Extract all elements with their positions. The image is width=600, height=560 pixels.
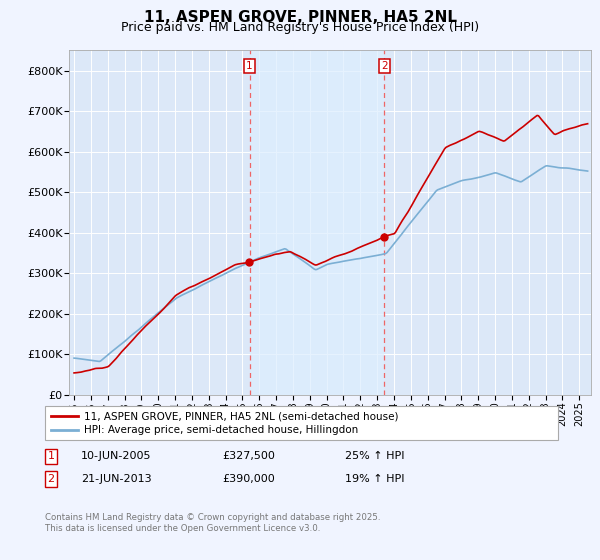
Text: 2: 2 [47, 474, 55, 484]
Text: 11, ASPEN GROVE, PINNER, HA5 2NL (semi-detached house): 11, ASPEN GROVE, PINNER, HA5 2NL (semi-d… [84, 411, 398, 421]
Text: 1: 1 [47, 451, 55, 461]
Text: £390,000: £390,000 [222, 474, 275, 484]
Text: 1: 1 [246, 61, 253, 71]
Text: 21-JUN-2013: 21-JUN-2013 [81, 474, 152, 484]
Text: 25% ↑ HPI: 25% ↑ HPI [345, 451, 404, 461]
Text: Contains HM Land Registry data © Crown copyright and database right 2025.: Contains HM Land Registry data © Crown c… [45, 513, 380, 522]
Text: 11, ASPEN GROVE, PINNER, HA5 2NL: 11, ASPEN GROVE, PINNER, HA5 2NL [143, 10, 457, 25]
Text: 2: 2 [381, 61, 388, 71]
Text: Price paid vs. HM Land Registry's House Price Index (HPI): Price paid vs. HM Land Registry's House … [121, 21, 479, 34]
Text: 10-JUN-2005: 10-JUN-2005 [81, 451, 151, 461]
Text: 19% ↑ HPI: 19% ↑ HPI [345, 474, 404, 484]
Text: This data is licensed under the Open Government Licence v3.0.: This data is licensed under the Open Gov… [45, 524, 320, 533]
Text: £327,500: £327,500 [222, 451, 275, 461]
Text: HPI: Average price, semi-detached house, Hillingdon: HPI: Average price, semi-detached house,… [84, 424, 358, 435]
Bar [250, 50, 384, 395]
